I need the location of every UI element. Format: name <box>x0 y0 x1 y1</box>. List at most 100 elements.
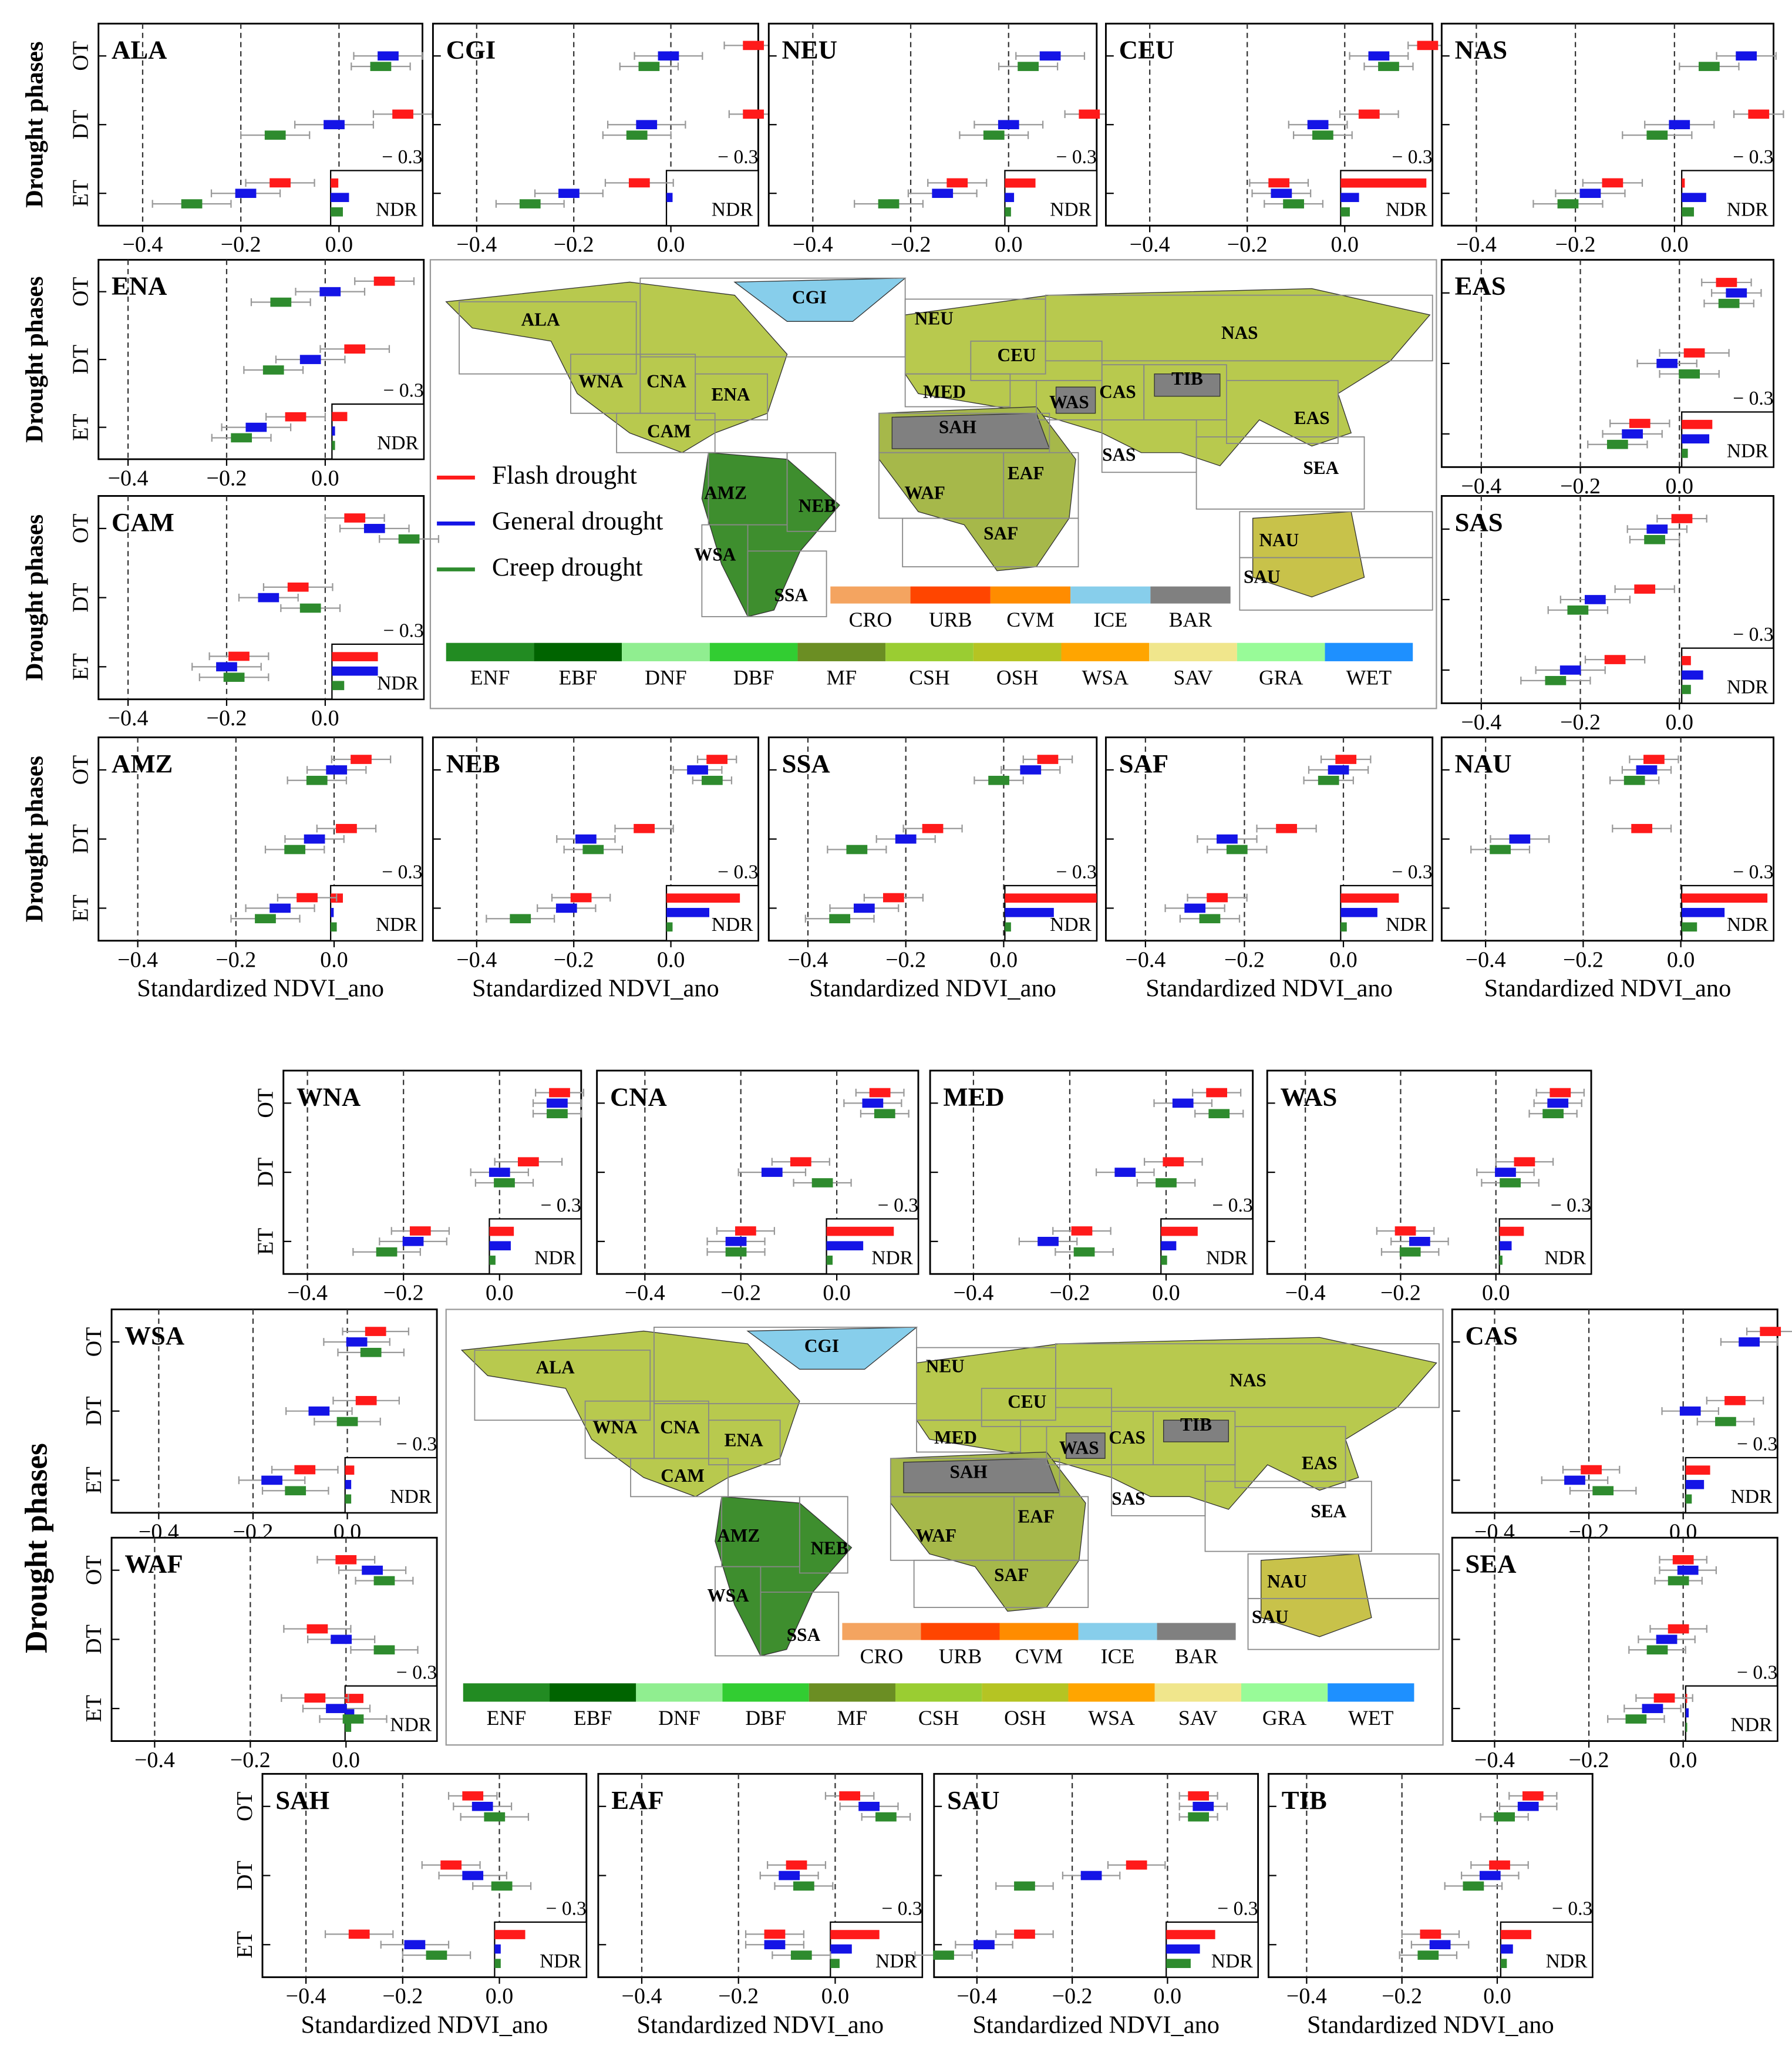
marker <box>404 1940 426 1950</box>
region-label: WNA <box>578 371 624 392</box>
y-tick-label: DT <box>233 1861 257 1890</box>
x-tick-label: −0.2 <box>554 233 594 257</box>
y-tick-label: OT <box>69 41 93 71</box>
marker <box>1623 775 1645 785</box>
panel-title: SAS <box>1455 507 1503 537</box>
marker <box>1629 419 1650 428</box>
x-axis-title: Standardized NDVI_ano <box>137 974 384 1002</box>
x-tick-label: 0.0 <box>1483 1984 1511 2009</box>
region-label: CAS <box>1109 1427 1146 1448</box>
ndr-bar <box>332 652 378 661</box>
colorbar-label: ENF <box>470 665 510 689</box>
x-tick-label: −0.4 <box>287 1281 328 1306</box>
region-label: SAH <box>949 1461 987 1482</box>
colorbar-swatch <box>1241 1683 1328 1702</box>
marker <box>299 603 321 613</box>
marker <box>1020 765 1042 775</box>
ndr-bar <box>1166 1930 1215 1939</box>
land <box>1252 511 1365 598</box>
x-tick-label: −0.2 <box>1560 710 1601 735</box>
colorbar-label: GRA <box>1259 665 1303 689</box>
ndr-bar <box>666 907 710 917</box>
ndr-bar <box>345 1465 355 1475</box>
y-tick-label: OT <box>69 755 93 785</box>
ndr-bar <box>1685 1708 1689 1718</box>
colorbar-swatch <box>910 586 991 604</box>
marker <box>1114 1168 1136 1177</box>
colorbar-label: ENF <box>487 1706 527 1730</box>
marker <box>555 903 577 913</box>
ndr-tick-label: − 0.3 <box>1392 862 1433 883</box>
x-tick-label: −0.4 <box>123 233 163 257</box>
land <box>746 1327 918 1370</box>
marker <box>575 834 597 844</box>
marker <box>270 178 291 188</box>
ndr-bar <box>1500 1930 1532 1939</box>
ndr-bar <box>331 207 343 217</box>
y-axis-title: Drought phases <box>21 756 48 922</box>
legend-label: Creep drought <box>492 552 643 581</box>
ndr-bar <box>830 1959 840 1969</box>
ndr-bar <box>826 1226 894 1236</box>
y-tick-label: OT <box>69 277 93 307</box>
marker <box>974 1940 995 1950</box>
region-box <box>799 1496 848 1574</box>
x-tick-label: 0.0 <box>823 1281 850 1306</box>
region-label: EAS <box>1294 408 1330 428</box>
x-tick-label: −0.2 <box>720 1281 761 1306</box>
panel-frame <box>1451 1308 1778 1514</box>
x-tick-label: 0.0 <box>1669 1748 1697 1772</box>
marker <box>373 276 395 286</box>
x-tick-label: 0.0 <box>995 233 1022 257</box>
ndr-tick-label: − 0.3 <box>1056 862 1097 883</box>
marker <box>1429 1940 1451 1950</box>
marker <box>790 1157 811 1167</box>
x-tick-label: −0.4 <box>286 1984 326 2009</box>
marker <box>306 775 328 785</box>
region-label: CEU <box>998 345 1036 365</box>
ndr-tick-label: − 0.3 <box>1733 624 1773 645</box>
marker <box>1206 1088 1228 1098</box>
region-box <box>708 1419 781 1466</box>
marker <box>261 1475 282 1485</box>
region-box <box>747 550 827 617</box>
region-label: WAS <box>1059 1437 1099 1458</box>
panel-title: WAF <box>124 1549 183 1579</box>
marker <box>1581 1465 1602 1475</box>
region-box <box>630 1458 729 1498</box>
colorbar-swatch <box>921 1623 1000 1640</box>
panel-title: CAS <box>1466 1321 1518 1350</box>
ndr-tick-label: − 0.3 <box>718 862 758 883</box>
colorbar-label: MF <box>826 665 857 689</box>
marker <box>1677 1565 1699 1575</box>
marker <box>570 893 592 903</box>
colorbar-swatch <box>809 1683 895 1702</box>
region-label: WSA <box>707 1585 749 1606</box>
x-tick-label: −0.2 <box>1563 947 1604 972</box>
region-box <box>1195 436 1365 510</box>
ndr-label: NDR <box>1206 1247 1248 1269</box>
marker <box>1646 130 1668 140</box>
region-label: ENA <box>725 1429 763 1450</box>
colorbar-swatch <box>709 642 798 661</box>
ndr-tick-label: − 0.3 <box>1733 388 1773 409</box>
marker <box>1358 109 1380 119</box>
marker <box>299 355 321 364</box>
marker <box>1495 1168 1516 1177</box>
marker <box>636 120 658 130</box>
marker <box>1188 1791 1210 1801</box>
x-tick-label: −0.4 <box>456 947 497 972</box>
ndr-bar <box>1340 178 1427 188</box>
region-label: SAF <box>994 1565 1029 1585</box>
marker <box>1039 51 1061 61</box>
marker <box>725 1237 747 1246</box>
colorbar-label: CRO <box>860 1644 903 1668</box>
ndr-tick-label: − 0.3 <box>382 862 422 883</box>
ndr-bar <box>1340 893 1399 903</box>
region-label: NAU <box>1267 1571 1307 1592</box>
ndr-bar <box>666 193 673 203</box>
x-tick-label: 0.0 <box>1660 233 1688 257</box>
marker <box>348 1929 370 1939</box>
marker <box>1726 288 1747 298</box>
